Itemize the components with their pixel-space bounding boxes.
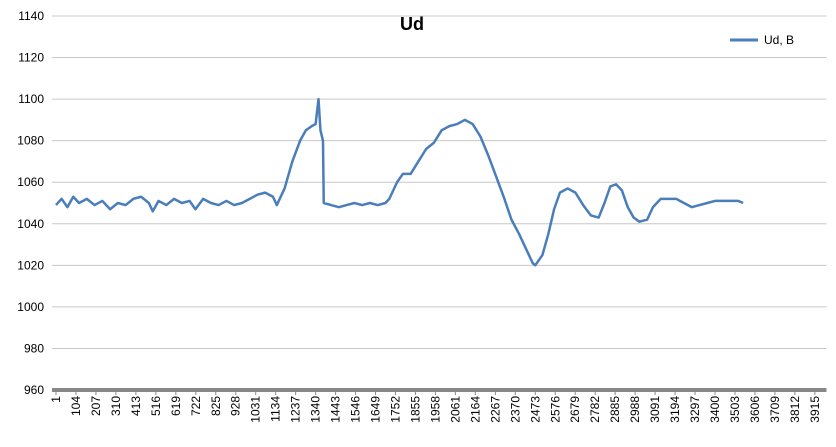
x-tick-label: 1443 bbox=[329, 396, 343, 423]
x-tick-label: 516 bbox=[149, 396, 163, 416]
y-tick-label: 1060 bbox=[17, 175, 44, 189]
y-tick-label: 1040 bbox=[17, 217, 44, 231]
x-tick-label: 2576 bbox=[548, 396, 562, 423]
x-tick-label: 3194 bbox=[668, 396, 682, 423]
x-tick-label: 2370 bbox=[508, 396, 522, 423]
x-tick-label: 2473 bbox=[528, 396, 542, 423]
x-tick-label: 2164 bbox=[468, 396, 482, 423]
x-tick-label: 1237 bbox=[289, 396, 303, 423]
x-tick-label: 3606 bbox=[748, 396, 762, 423]
chart-title: Ud bbox=[400, 14, 424, 34]
x-tick-label: 1752 bbox=[388, 396, 402, 423]
legend-label: Ud, B bbox=[764, 33, 794, 47]
x-tick-label: 1134 bbox=[269, 396, 283, 422]
x-tick-label: 1855 bbox=[408, 396, 422, 423]
x-tick-label: 1340 bbox=[309, 396, 323, 423]
x-tick-label: 1031 bbox=[249, 396, 263, 423]
x-tick-label: 1649 bbox=[369, 396, 383, 423]
x-tick-label: 2988 bbox=[628, 396, 642, 423]
x-tick-label: 1546 bbox=[349, 396, 363, 423]
x-tick-label: 722 bbox=[189, 396, 203, 416]
y-tick-label: 1120 bbox=[18, 51, 44, 65]
x-tick-label: 3503 bbox=[728, 396, 742, 423]
y-tick-label: 1080 bbox=[17, 134, 44, 148]
x-tick-label: 2679 bbox=[568, 396, 582, 423]
x-tick-label: 310 bbox=[109, 396, 123, 416]
x-tick-label: 825 bbox=[209, 396, 223, 416]
x-tick-label: 2267 bbox=[488, 396, 502, 423]
x-tick-label: 3091 bbox=[648, 396, 662, 423]
y-tick-label: 980 bbox=[24, 341, 44, 355]
x-tick-label: 3297 bbox=[688, 396, 702, 423]
x-tick-label: 1 bbox=[49, 396, 63, 403]
x-tick-label: 619 bbox=[169, 396, 183, 416]
x-tick-label: 1958 bbox=[428, 396, 442, 423]
data-line bbox=[55, 97, 744, 267]
x-tick-label: 2885 bbox=[608, 396, 622, 423]
y-tick-label: 1140 bbox=[18, 9, 44, 23]
x-tick-label: 928 bbox=[229, 396, 243, 416]
y-tick-label: 960 bbox=[24, 383, 44, 397]
x-tick-label: 3709 bbox=[768, 396, 782, 423]
x-tick-label: 413 bbox=[129, 396, 143, 416]
x-tick-label: 207 bbox=[89, 396, 103, 416]
x-tick-label: 2061 bbox=[448, 396, 462, 423]
y-tick-label: 1100 bbox=[18, 92, 44, 106]
y-tick-label: 1000 bbox=[17, 300, 44, 314]
x-tick-label: 3915 bbox=[808, 396, 822, 423]
y-tick-label: 1020 bbox=[17, 258, 44, 272]
x-tick-label: 104 bbox=[69, 396, 83, 416]
x-tick-label: 2782 bbox=[588, 396, 602, 423]
x-tick-label: 3400 bbox=[708, 396, 722, 423]
x-tick-label: 3812 bbox=[788, 396, 802, 423]
